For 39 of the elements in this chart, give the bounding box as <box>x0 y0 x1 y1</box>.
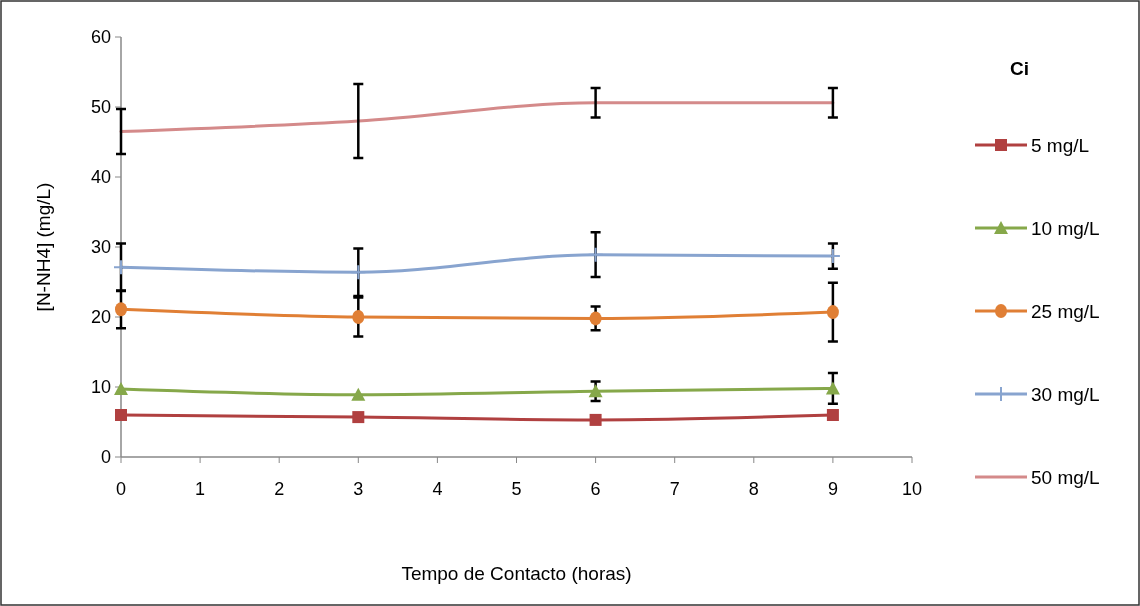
x-axis-title: Tempo de Contacto (horas) <box>401 563 632 584</box>
x-tick-label: 5 <box>511 479 522 499</box>
point <box>350 264 367 281</box>
legend-label: 30 mg/L <box>1031 383 1100 405</box>
point <box>352 310 365 324</box>
x-tick-label: 8 <box>748 479 759 499</box>
x-tick-label: 7 <box>669 479 680 499</box>
x-tick-label: 10 <box>901 479 923 499</box>
y-axis-title: [N-NH4] (mg/L) <box>33 182 54 312</box>
point <box>825 381 840 395</box>
legend-title: Ci <box>1010 58 1029 79</box>
point <box>589 311 602 326</box>
y-tick-label: 50 <box>90 97 111 118</box>
legend-label: 25 mg/L <box>1031 300 1100 322</box>
point <box>826 409 839 421</box>
x-tick-label: 1 <box>195 479 206 499</box>
x-tick-label: 2 <box>274 479 285 499</box>
point <box>587 246 604 263</box>
x-tick-label: 6 <box>590 479 601 499</box>
x-tick-label: 0 <box>115 479 127 499</box>
legend-label: 50 mg/L <box>1031 466 1100 488</box>
point <box>351 387 366 401</box>
x-tick-label: 9 <box>827 479 838 499</box>
point <box>352 411 365 424</box>
x-tick-label: 4 <box>432 479 443 499</box>
x-tick-label: 3 <box>353 479 364 499</box>
y-tick-label: 60 <box>90 27 111 48</box>
y-tick-label: 30 <box>90 237 111 258</box>
point <box>826 305 839 320</box>
y-tick-label: 40 <box>90 167 111 188</box>
legend-label: 10 mg/L <box>1031 217 1100 239</box>
point <box>115 409 127 421</box>
y-tick-label: 0 <box>100 447 111 468</box>
point <box>588 384 603 398</box>
legend-label: 5 mg/L <box>1031 134 1090 156</box>
y-tick-label: 20 <box>90 307 111 328</box>
point <box>589 413 602 426</box>
y-tick-label: 10 <box>90 377 111 398</box>
point <box>114 382 128 396</box>
